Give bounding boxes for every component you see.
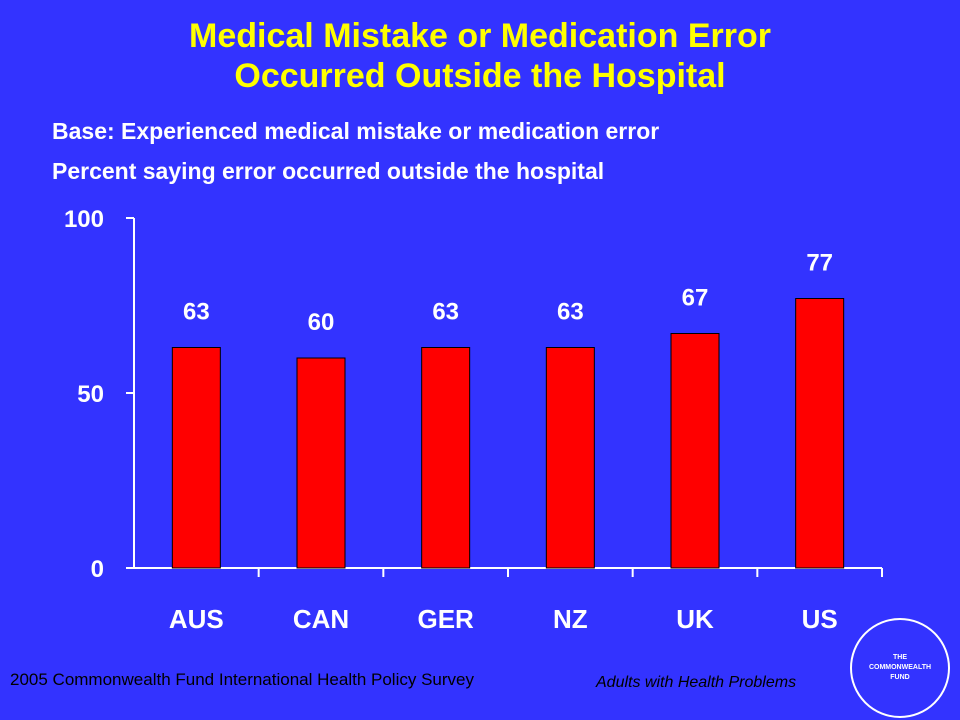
category-label: AUS (169, 604, 224, 634)
category-label: NZ (553, 604, 588, 634)
bar-aus (171, 347, 221, 569)
category-label: CAN (293, 604, 349, 634)
bar-can (296, 357, 346, 569)
bar-ger (421, 347, 471, 569)
data-label: 60 (308, 309, 335, 336)
y-tick-label: 100 (64, 206, 104, 233)
chart-title-line-1: Medical Mistake or Medication Error (189, 17, 771, 55)
data-label: 67 (682, 285, 709, 312)
bar-uk (670, 333, 720, 569)
logo-line-1: THE (893, 654, 907, 661)
bar-us (795, 298, 845, 569)
source-note: 2005 Commonwealth Fund International Hea… (10, 670, 474, 689)
y-tick-label: 0 (91, 556, 104, 583)
logo-line-2: COMMONWEALTH (868, 664, 932, 671)
category-label: UK (676, 604, 714, 634)
category-label: US (802, 604, 838, 634)
data-label: 63 (432, 299, 459, 326)
y-tick-label: 50 (77, 381, 104, 408)
data-label: 77 (806, 250, 833, 277)
data-label: 63 (183, 299, 210, 326)
category-label: GER (417, 604, 474, 634)
bar-nz (545, 347, 595, 569)
chart-title: Medical Mistake or Medication Error Occu… (0, 16, 960, 96)
chart-subtitle-base: Base: Experienced medical mistake or med… (52, 118, 660, 144)
data-label: 63 (557, 299, 584, 326)
commonwealth-fund-logo: THE COMMONWEALTH FUND (850, 618, 950, 718)
chart-title-line-2: Occurred Outside the Hospital (234, 57, 726, 95)
chart-subtitle-measure: Percent saying error occurred outside th… (52, 158, 605, 184)
logo-line-3: FUND (890, 674, 910, 681)
population-note: Adults with Health Problems (596, 674, 797, 691)
